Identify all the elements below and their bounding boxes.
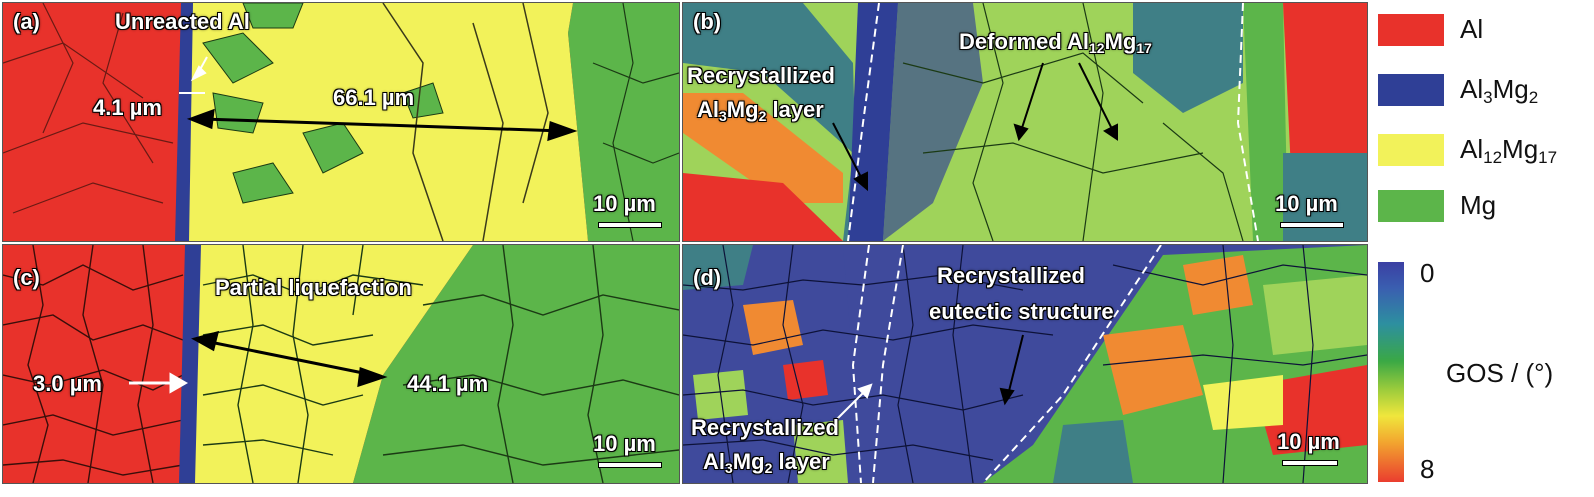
panel-a: (a) Unreacted Al 4.1 µm 66.1 µm 10 µm: [2, 2, 680, 242]
panel-c-scale-bar: [599, 463, 661, 467]
panel-a-thickness-small: 4.1 µm: [93, 95, 162, 120]
panel-d-tag: (d): [693, 265, 722, 290]
panel-b-tag: (b): [693, 9, 722, 34]
gos-axis-label: GOS / (°): [1446, 358, 1554, 388]
panel-b-image: [683, 3, 1367, 241]
panel-a-unreacted-label: Unreacted Al: [115, 9, 250, 34]
panel-b-deformed-label: Deformed Al12Mg17: [959, 29, 1152, 56]
gos-max-label: 0: [1420, 258, 1435, 288]
legend-label-mg: Mg: [1460, 190, 1497, 220]
panel-d-recryst-line2: Al3Mg2 layer: [703, 449, 830, 476]
gos-min-label: 8: [1420, 454, 1435, 484]
panel-d-eutectic-line1: Recrystallized: [937, 263, 1085, 288]
panel-c: (c) Partial liquefaction 3.0 µm 44.1 µm …: [2, 244, 680, 484]
gos-colorbar: [1378, 262, 1404, 482]
panel-b-recryst-line2: Al3Mg2 layer: [697, 97, 824, 124]
panel-d: (d) Recrystallized eutectic structure Re…: [682, 244, 1368, 484]
legend-label-al12mg17: Al12Mg17: [1460, 134, 1558, 167]
panel-a-scale-bar: [599, 223, 661, 227]
legend-label-al: Al: [1460, 14, 1484, 44]
legend-label-al3mg2: Al3Mg2: [1460, 74, 1539, 107]
panel-a-scale-label: 10 µm: [593, 191, 656, 216]
panel-a-image: [3, 3, 679, 241]
panel-d-scale-bar: [1283, 461, 1337, 465]
panel-b-recryst-line1: Recrystallized: [687, 63, 835, 88]
panel-c-scale-label: 10 µm: [593, 431, 656, 456]
panel-b-scale-bar: [1281, 223, 1343, 227]
panel-a-thickness-large: 66.1 µm: [333, 85, 415, 110]
panel-c-image: [3, 245, 679, 483]
panel-d-scale-label: 10 µm: [1277, 429, 1340, 454]
legend-swatch-mg: [1378, 190, 1444, 222]
panel-a-tag: (a): [13, 9, 40, 34]
legend-swatch-al: [1378, 14, 1444, 46]
panel-d-image: [683, 245, 1367, 483]
legend-swatch-al12mg17: [1378, 134, 1444, 166]
panel-c-thickness-large: 44.1 µm: [407, 371, 489, 396]
panel-c-tag: (c): [13, 265, 40, 290]
panel-d-recryst-line1: Recrystallized: [691, 415, 839, 440]
panel-b-scale-label: 10 µm: [1275, 191, 1338, 216]
panel-d-eutectic-line2: eutectic structure: [929, 299, 1114, 324]
legend-swatch-al3mg2: [1378, 74, 1444, 106]
panel-c-thickness-small: 3.0 µm: [33, 371, 102, 396]
panel-c-liquefaction-label: Partial liquefaction: [215, 275, 412, 300]
panel-b: (b) Recrystallized Al3Mg2 layer Deformed…: [682, 2, 1368, 242]
